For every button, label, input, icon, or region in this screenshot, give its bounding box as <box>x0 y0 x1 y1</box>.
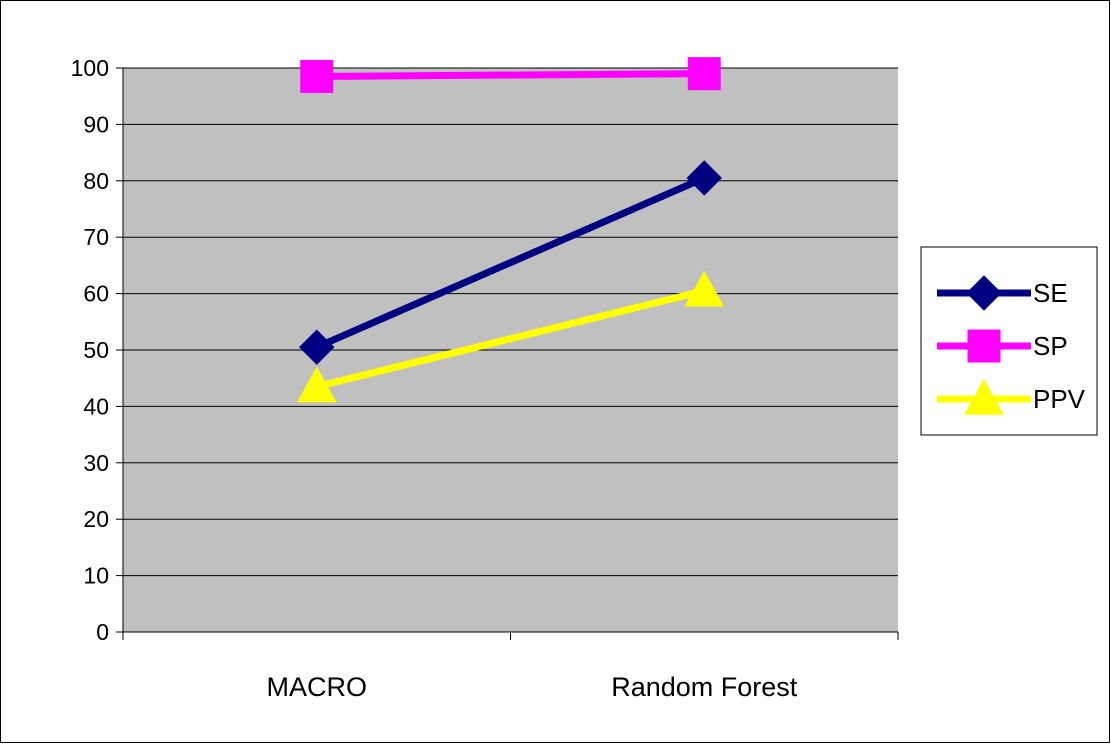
legend-label: SP <box>1033 331 1068 361</box>
data-point-marker <box>301 60 333 92</box>
y-tick-label: 90 <box>83 111 109 137</box>
y-tick-label: 30 <box>83 450 109 476</box>
x-tick-label: MACRO <box>267 672 368 702</box>
y-tick-label: 80 <box>83 168 109 194</box>
legend-swatch-marker <box>968 330 1000 362</box>
y-tick-label: 70 <box>83 224 109 250</box>
legend: SE SP PPV <box>921 247 1097 435</box>
series-line <box>317 74 705 77</box>
y-tick-label: 40 <box>83 393 109 419</box>
y-tick-label: 100 <box>71 55 109 81</box>
data-point-marker <box>688 58 720 90</box>
y-tick-label: 60 <box>83 281 109 307</box>
legend-label: PPV <box>1033 384 1086 414</box>
x-tick-label: Random Forest <box>611 672 798 702</box>
y-tick-label: 50 <box>83 337 109 363</box>
y-tick-label: 0 <box>96 619 109 645</box>
y-tick-label: 20 <box>83 506 109 532</box>
y-tick-label: 10 <box>83 563 109 589</box>
legend-label: SE <box>1033 278 1068 308</box>
